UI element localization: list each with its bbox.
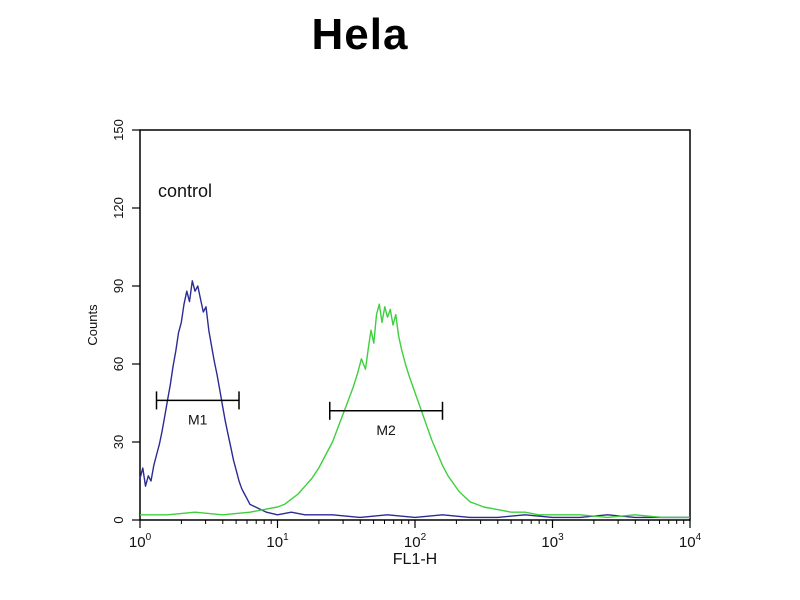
x-tick-label: 104 [679,532,702,551]
y-axis: 0 30 60 90 120 150 Counts [85,119,140,524]
gate-label: M2 [376,422,396,438]
plot-frame [139,129,691,521]
x-tick-label: 100 [129,532,152,551]
x-tick-label: 103 [541,532,564,551]
x-axis: 100 101 102 103 104 FL1-H [129,520,702,568]
plot-annotation: control [158,181,212,201]
gate-M2: M2 [329,401,444,438]
gate-M1: M1 [155,391,240,427]
y-tick-label: 60 [111,357,126,371]
y-tick-label: 120 [111,197,126,219]
x-axis-label: FL1-H [393,551,437,568]
x-tick-label: 102 [404,532,427,551]
sample-curve [140,303,690,519]
y-tick-label: 0 [111,516,126,523]
y-axis-label: Counts [85,304,100,346]
gate-markers: M1 M2 [155,391,444,438]
y-tick-label: 30 [111,435,126,449]
x-tick-label: 101 [266,532,289,551]
gate-label: M1 [188,411,208,427]
y-tick-label: 150 [111,119,126,141]
control-curve [139,280,690,519]
chart-title: Hela [311,10,409,59]
control-label: control [158,181,212,201]
series [139,280,690,519]
y-tick-label: 90 [111,279,126,293]
